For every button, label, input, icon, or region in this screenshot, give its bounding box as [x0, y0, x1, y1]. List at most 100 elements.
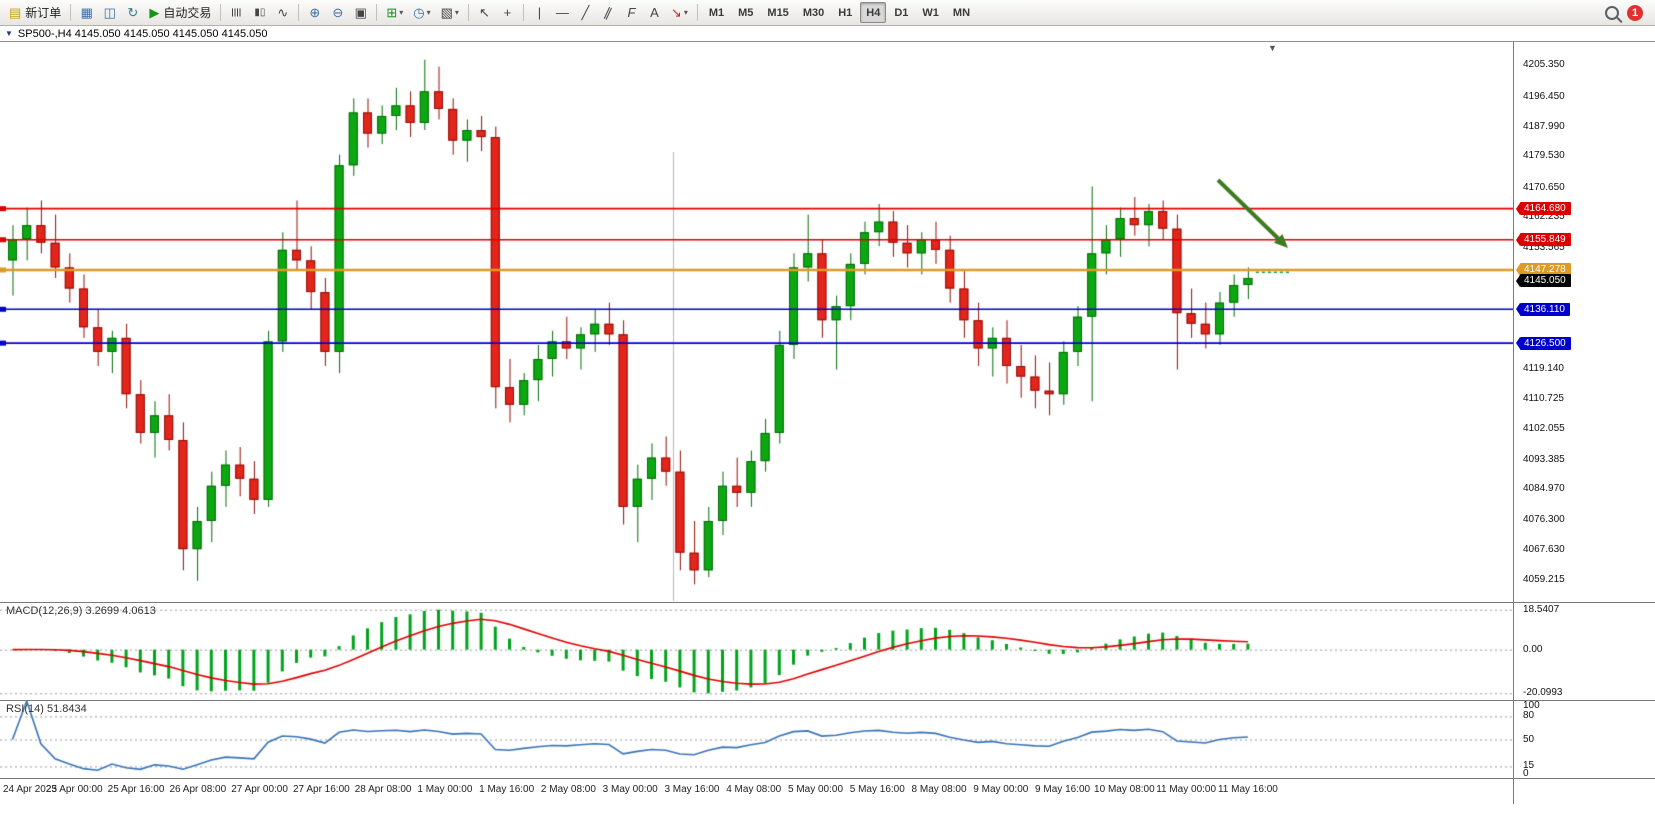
- horizontal-line-icon: —: [555, 5, 569, 20]
- price-axis[interactable]: 4205.350 4196.450 4187.990 4179.530 4170.650…: [1513, 42, 1655, 804]
- time-axis-label: 11 May 00:00: [1156, 784, 1217, 795]
- timeframe-button-m1[interactable]: M1: [703, 2, 730, 23]
- rsi-panel-canvas[interactable]: [0, 700, 1513, 778]
- periods-icon: ◷: [413, 5, 425, 20]
- search-icon[interactable]: [1605, 5, 1619, 20]
- price-level-tag[interactable]: 4155.849: [1516, 233, 1571, 247]
- price-axis-label: 4102.055: [1523, 423, 1565, 435]
- text-icon: A: [650, 5, 659, 20]
- price-axis-label: 4162.235: [1523, 211, 1565, 223]
- time-axis-label: 10 May 08:00: [1094, 784, 1155, 795]
- time-axis-label: 3 May 00:00: [602, 784, 658, 795]
- chevron-down-icon: ▾: [454, 8, 459, 17]
- price-axis-label: 4110.725: [1523, 392, 1564, 404]
- arrows-icon: ↘: [670, 5, 682, 20]
- arrows-button[interactable]: ↘ ▾: [667, 2, 692, 23]
- refresh-button[interactable]: ↻: [122, 2, 143, 23]
- chart-window-icon: ▦: [80, 5, 93, 20]
- macd-axis-label: 0.00: [1523, 643, 1543, 655]
- new-order-button[interactable]: ▤ 新订单: [5, 2, 65, 23]
- indicators-button[interactable]: ⊞ ▾: [382, 2, 407, 23]
- periods-button[interactable]: ◷ ▾: [409, 2, 434, 23]
- rsi-axis-label: 50: [1523, 733, 1535, 745]
- macd-axis-label: 18.5407: [1523, 603, 1560, 615]
- fibonacci-button[interactable]: F: [621, 2, 642, 23]
- time-axis-label: 8 May 08:00: [911, 784, 967, 795]
- time-axis-label: 25 Apr 00:00: [45, 784, 103, 795]
- price-axis-label: 4196.450: [1523, 90, 1565, 102]
- autotrading-button[interactable]: ▶ 自动交易: [145, 2, 215, 23]
- time-axis-label: 27 Apr 00:00: [231, 784, 288, 795]
- price-axis-label: 4170.650: [1523, 181, 1565, 193]
- rsi-indicator-label: RSI(14) 51.8434: [6, 703, 87, 715]
- toolbar-separator: [220, 4, 222, 21]
- timeframe-button-d1[interactable]: D1: [888, 2, 914, 23]
- price-axis-label: 4093.385: [1523, 453, 1565, 465]
- price-level-tag[interactable]: 4164.680: [1516, 202, 1571, 216]
- chevron-down-icon: ▾: [683, 8, 688, 17]
- zoom-in-button[interactable]: ⊕: [304, 2, 325, 23]
- chevron-down-icon: ▾: [399, 8, 404, 17]
- chart-symbol-title: SP500-,H4 4145.050 4145.050 4145.050 414…: [17, 27, 268, 40]
- time-axis-label: 2 May 08:00: [540, 784, 596, 795]
- indicators-icon: ⊞: [386, 5, 398, 20]
- price-level-tag[interactable]: 4126.500: [1516, 336, 1571, 350]
- trendline-button[interactable]: ╱: [575, 2, 596, 23]
- templates-button[interactable]: ▧ ▾: [437, 2, 463, 23]
- cursor-button[interactable]: ↖: [474, 2, 495, 23]
- timeframe-button-h1[interactable]: H1: [832, 2, 858, 23]
- refresh-icon: ↻: [127, 5, 139, 20]
- line-chart-icon: ∿: [277, 5, 289, 20]
- price-level-tag[interactable]: 4147.278: [1516, 263, 1571, 277]
- timeframe-button-w1[interactable]: W1: [916, 2, 945, 23]
- tile-windows-icon: ▣: [354, 5, 367, 20]
- timeframe-button-h4[interactable]: H4: [860, 2, 887, 23]
- time-axis[interactable]: 24 Apr 2023 25 Apr 00:00 25 Apr 16:00 26 Ap…: [0, 778, 1655, 804]
- chart-shift-icon[interactable]: ▼: [1268, 43, 1277, 53]
- zoom-in-icon: ⊕: [309, 5, 321, 20]
- timeframe-group: M1 M5 M15 M30 H1 H4 D1 W1 MN: [702, 2, 977, 23]
- crosshair-button[interactable]: +: [497, 2, 518, 23]
- chart-window-button[interactable]: ▦: [76, 2, 97, 23]
- profiles-button[interactable]: ◫: [99, 2, 120, 23]
- horizontal-line-button[interactable]: —: [552, 2, 573, 23]
- crosshair-icon: +: [503, 5, 512, 20]
- macd-axis-label: -20.0993: [1523, 687, 1563, 699]
- rsi-axis-label: 0: [1523, 768, 1529, 779]
- bar-chart-button[interactable]: ≣: [226, 2, 247, 23]
- line-chart-button[interactable]: ∿: [272, 2, 293, 23]
- bar-chart-icon: ≣: [229, 7, 245, 18]
- macd-panel-canvas[interactable]: [0, 602, 1513, 700]
- zoom-out-button[interactable]: ⊖: [327, 2, 348, 23]
- notification-badge[interactable]: 1: [1627, 4, 1643, 21]
- price-level-tag[interactable]: 4136.110: [1516, 302, 1570, 316]
- chart-menu-icon[interactable]: ▼: [5, 29, 13, 38]
- chevron-down-icon: ▾: [426, 8, 431, 17]
- autotrading-play-icon: ▶: [149, 5, 160, 20]
- toolbar-separator: [696, 4, 698, 21]
- timeframe-button-mn[interactable]: MN: [947, 2, 976, 23]
- tile-windows-button[interactable]: ▣: [350, 2, 371, 23]
- time-axis-label: 1 May 16:00: [479, 784, 535, 795]
- templates-icon: ▧: [440, 5, 453, 20]
- time-axis-label: 28 Apr 08:00: [354, 784, 412, 795]
- vertical-line-icon: |: [537, 5, 542, 20]
- trend-arrow-annotation[interactable]: [1212, 172, 1302, 254]
- time-axis-label: 25 Apr 16:00: [107, 784, 165, 795]
- zoom-out-icon: ⊖: [332, 5, 344, 20]
- macd-indicator-label: MACD(12,26,9) 3.2699 4.0613: [6, 605, 156, 617]
- time-axis-label: 11 May 16:00: [1217, 784, 1278, 795]
- price-axis-label: 4153.565: [1523, 241, 1565, 253]
- cursor-icon: ↖: [478, 5, 490, 20]
- profiles-icon: ◫: [103, 5, 116, 20]
- price-axis-label: 4187.990: [1523, 120, 1565, 132]
- timeframe-button-m15[interactable]: M15: [761, 2, 794, 23]
- candlestick-chart-button[interactable]: ▮▯: [249, 2, 270, 23]
- channel-button[interactable]: ∥: [598, 2, 619, 23]
- timeframe-button-m30[interactable]: M30: [797, 2, 830, 23]
- time-axis-label: 9 May 16:00: [1035, 784, 1091, 795]
- main-chart-canvas[interactable]: [0, 42, 1513, 602]
- vertical-line-button[interactable]: |: [529, 2, 550, 23]
- text-button[interactable]: A: [644, 2, 665, 23]
- timeframe-button-m5[interactable]: M5: [732, 2, 759, 23]
